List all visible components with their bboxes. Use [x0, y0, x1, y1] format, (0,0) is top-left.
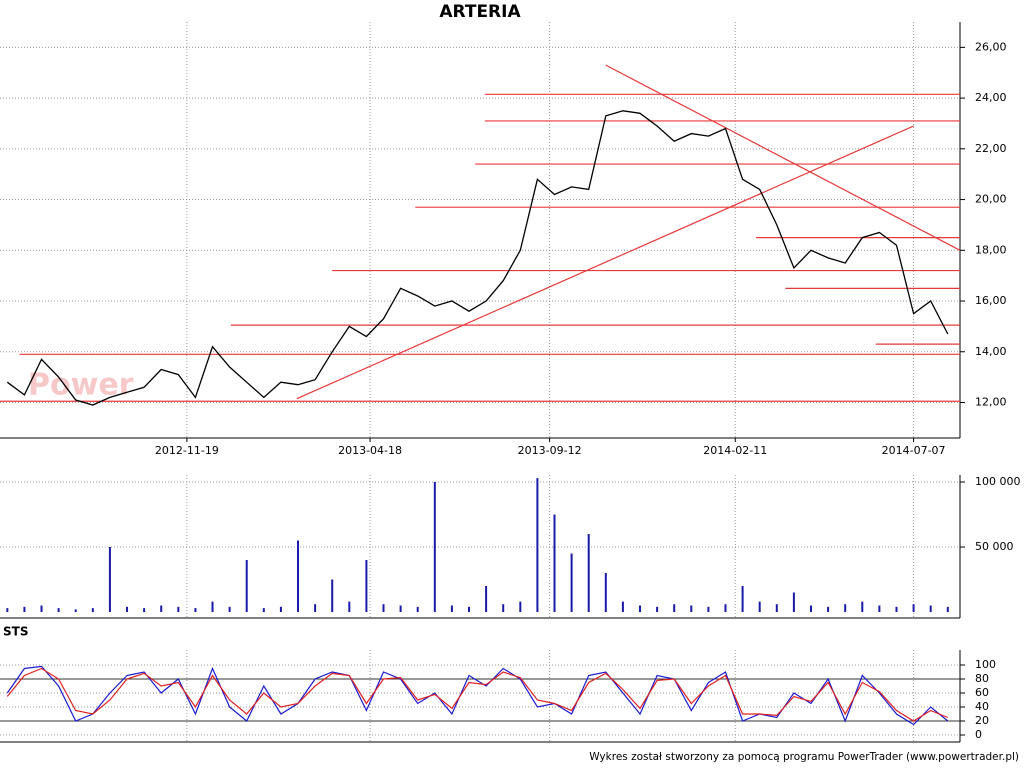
bar [827, 606, 830, 613]
bar [262, 608, 265, 613]
bar [6, 608, 9, 613]
bar [621, 601, 624, 613]
bar [399, 605, 402, 613]
bar [245, 560, 248, 613]
bar [314, 604, 317, 613]
bar [194, 608, 197, 613]
bar [57, 608, 60, 613]
x-tick-label: 2013-04-18 [338, 444, 402, 457]
data-line [6, 665, 949, 726]
bar [553, 514, 556, 613]
y-tick-label: 12,00 [975, 395, 1007, 408]
y-tick-label: 26,00 [975, 40, 1007, 53]
y-tick-label: 14,00 [975, 345, 1007, 358]
x-tick-label: 2014-07-07 [882, 444, 946, 457]
bar [177, 606, 180, 613]
bar [348, 601, 351, 613]
bar [587, 534, 590, 613]
bar [861, 601, 864, 613]
y-tick-label: 80 [975, 672, 989, 685]
bar [673, 604, 676, 613]
bar [211, 601, 214, 613]
bar [792, 592, 795, 613]
bar [536, 478, 539, 613]
y-tick-label: 100 [975, 658, 996, 671]
bar [570, 553, 573, 613]
bar [297, 540, 300, 613]
data-line [6, 110, 949, 406]
bar [40, 605, 43, 613]
bar [126, 606, 129, 613]
y-tick-label: 20 [975, 714, 989, 727]
bar [758, 601, 761, 613]
bar [912, 604, 915, 613]
y-tick-label: 50 000 [975, 540, 1014, 553]
bar [895, 606, 898, 613]
y-tick-label: 40 [975, 700, 989, 713]
bar [91, 608, 94, 613]
y-tick-label: 18,00 [975, 243, 1007, 256]
bar [331, 579, 334, 613]
y-tick-label: 60 [975, 686, 989, 699]
x-tick-label: 2012-11-19 [155, 444, 219, 457]
bar [519, 601, 522, 613]
bar [143, 608, 146, 613]
bar [502, 604, 505, 613]
chart-title: ARTERIA [439, 2, 521, 22]
bar [468, 606, 471, 613]
bar [690, 605, 693, 613]
bar [929, 605, 932, 613]
bar [844, 604, 847, 613]
bar [878, 605, 881, 613]
bar [741, 586, 744, 613]
y-tick-label: 0 [975, 728, 982, 741]
trend-line [605, 64, 961, 251]
bar [450, 605, 453, 613]
bar [433, 482, 436, 613]
y-tick-label: 22,00 [975, 142, 1007, 155]
y-tick-label: 100 000 [975, 475, 1021, 488]
bar [639, 605, 641, 613]
data-line [6, 667, 949, 722]
x-tick-label: 2014-02-11 [703, 444, 767, 457]
bar [775, 604, 778, 613]
y-tick-label: 20,00 [975, 193, 1007, 206]
bar [160, 605, 163, 613]
bar [279, 606, 282, 613]
bar [228, 606, 231, 613]
bar [656, 606, 659, 613]
bar [108, 547, 111, 613]
bar [809, 605, 812, 613]
bar [946, 606, 949, 613]
bar [23, 606, 26, 613]
y-tick-label: 24,00 [975, 91, 1007, 104]
y-tick-label: 16,00 [975, 294, 1007, 307]
bar [416, 606, 419, 613]
bar [724, 604, 727, 613]
watermark: Power [28, 368, 134, 403]
panel-title: STS [3, 625, 28, 639]
trend-line [296, 125, 914, 400]
x-tick-label: 2013-09-12 [518, 444, 582, 457]
bar [74, 609, 77, 613]
bar [707, 606, 710, 613]
bar [365, 560, 368, 613]
bar [485, 586, 488, 613]
footer: Wykres został stworzony za pomocą progra… [589, 751, 1019, 763]
bar [382, 604, 385, 613]
bar [604, 573, 607, 613]
